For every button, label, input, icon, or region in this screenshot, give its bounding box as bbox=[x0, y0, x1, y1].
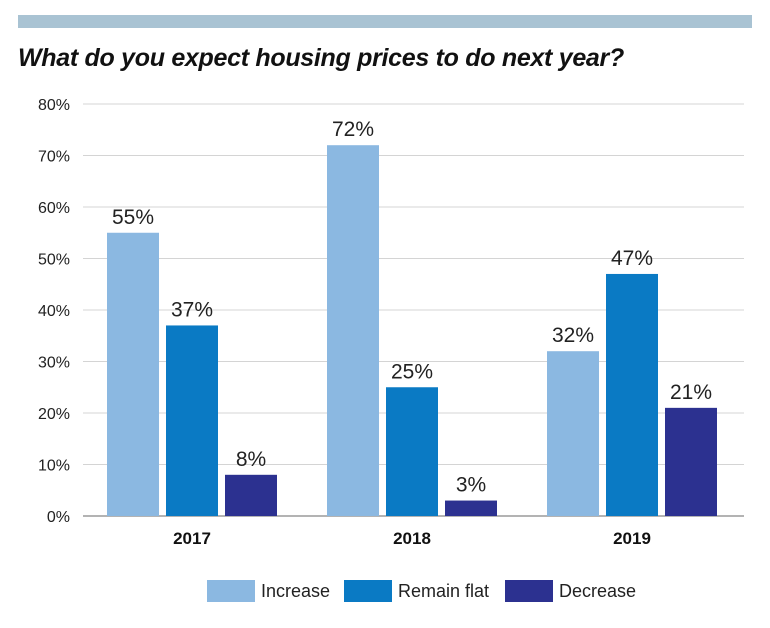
bar-decrease-2018 bbox=[445, 500, 497, 516]
legend-label: Remain flat bbox=[398, 581, 489, 601]
y-tick-label: 40% bbox=[38, 303, 70, 320]
data-labels: 55% 37% 8% 72% 25% 3% 32% 47% 21% bbox=[112, 118, 712, 496]
legend-item-remain-flat: Remain flat bbox=[344, 580, 489, 602]
data-label: 8% bbox=[236, 448, 266, 471]
bar-decrease-2019 bbox=[665, 407, 717, 516]
category-label: 2017 bbox=[173, 529, 211, 548]
bar-decrease-2017 bbox=[225, 474, 277, 516]
category-label: 2018 bbox=[393, 529, 431, 548]
y-tick-label: 50% bbox=[38, 252, 70, 269]
legend-label: Increase bbox=[261, 581, 330, 601]
y-tick-label: 10% bbox=[38, 458, 70, 475]
legend-swatch bbox=[207, 580, 255, 602]
y-axis-tick-labels: 0% 10% 20% 30% 40% 50% 60% 70% 80% bbox=[38, 97, 70, 526]
category-label: 2019 bbox=[613, 529, 651, 548]
bar-remain-flat-2017 bbox=[166, 325, 218, 516]
data-label: 21% bbox=[670, 381, 712, 404]
data-label: 55% bbox=[112, 206, 154, 229]
data-label: 3% bbox=[456, 474, 486, 497]
top-accent-bar bbox=[18, 15, 752, 28]
legend-swatch bbox=[505, 580, 553, 602]
bars bbox=[107, 145, 717, 516]
y-tick-label: 60% bbox=[38, 200, 70, 217]
bar-remain-flat-2019 bbox=[606, 273, 658, 516]
data-label: 72% bbox=[332, 118, 374, 141]
legend-item-increase: Increase bbox=[207, 580, 330, 602]
chart-title: What do you expect housing prices to do … bbox=[18, 44, 624, 72]
data-label: 25% bbox=[391, 360, 433, 383]
y-tick-label: 30% bbox=[38, 355, 70, 372]
legend-label: Decrease bbox=[559, 581, 636, 601]
y-tick-label: 20% bbox=[38, 406, 70, 423]
y-tick-label: 70% bbox=[38, 149, 70, 166]
data-label: 47% bbox=[611, 247, 653, 270]
data-label: 37% bbox=[171, 298, 213, 321]
y-tick-label: 0% bbox=[47, 509, 70, 526]
legend-swatch bbox=[344, 580, 392, 602]
y-tick-label: 80% bbox=[38, 97, 70, 114]
x-axis-category-labels: 2017 2018 2019 bbox=[173, 529, 651, 548]
bar-increase-2019 bbox=[547, 351, 599, 516]
legend-item-decrease: Decrease bbox=[505, 580, 636, 602]
legend: Increase Remain flat Decrease bbox=[207, 580, 636, 602]
data-label: 32% bbox=[552, 324, 594, 347]
bar-remain-flat-2018 bbox=[386, 387, 438, 516]
bar-increase-2018 bbox=[327, 145, 379, 516]
bar-increase-2017 bbox=[107, 232, 159, 516]
